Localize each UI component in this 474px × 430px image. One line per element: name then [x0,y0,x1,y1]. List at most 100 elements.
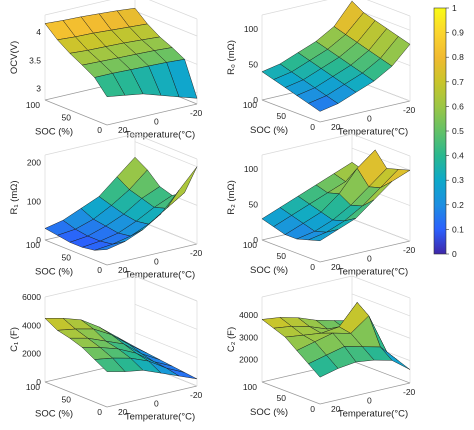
axis-line [351,360,411,384]
y-tick-label: 20 [331,404,341,414]
x-tick-label: 0 [97,125,102,135]
box-edge [44,275,136,298]
x-tick-label: 50 [277,111,287,121]
surface-cell [94,73,126,97]
colorbar-tick-label: 0.9 [452,28,464,38]
y-tick-label: -20 [403,387,416,397]
colorbar-tick-label: 0.4 [452,151,464,161]
box-edge [44,133,136,156]
z-gridline [351,293,411,317]
box-edge [261,275,353,298]
z-axis-label: OCV(V) [9,41,20,74]
y-axis-label: Temperature(°C) [125,412,195,423]
z-tick-label: 0 [36,235,41,245]
surface-cell [94,357,126,372]
y-tick-label: 20 [118,265,128,275]
axis-line [106,243,198,266]
z-tick-label: 200 [27,158,41,168]
axis-line [261,99,321,123]
y-axis-label: Temperature(°C) [125,270,195,281]
colorbar-ticks: 0 0.1 0.2 0.3 0.4 0.5 0.6 0.7 0.8 0.9 1 [446,3,464,259]
x-tick-label: 50 [277,251,287,261]
z-tick-label: 3 [36,84,41,94]
axis-line [44,99,108,126]
y-axis-label: Temperature(°C) [338,409,408,420]
x-tick-label: 50 [62,395,72,405]
z-tick-label: 50 [249,200,259,210]
y-tick-label: 0 [154,117,159,127]
axis-line [319,382,411,405]
z-gridline [134,141,198,168]
colorbar-tick-label: 0.2 [452,200,464,210]
axis-line [319,100,411,123]
z-axis-label: R₂ (mΩ) [226,180,237,215]
y-tick-label: 0 [367,396,372,406]
x-axis-label: SOC (%) [35,127,73,138]
surface-panel-1: 3 3.5 4 100 50 0 20 0 -20 SOC (%) Temperature(°C) O… [9,0,203,141]
y-tick-label: -20 [190,108,203,118]
colorbar: 0 0.1 0.2 0.3 0.4 0.5 0.6 0.7 0.8 0.9 1 [433,3,464,259]
surface-panel-5: 0 2000 4000 6000 100 50 0 20 0 -20 SOC (%) Temperat… [9,275,203,423]
z-tick-label: 4000 [239,310,258,320]
z-gridline [134,10,198,37]
z-tick-label: 2000 [239,355,258,365]
y-axis-label: Temperature(°C) [125,130,195,141]
colorbar-tick-label: 0.1 [452,224,464,234]
x-tick-label: 0 [310,404,315,414]
colorbar-tick-label: 0 [452,249,457,259]
x-axis-label: SOC (%) [35,267,73,278]
y-tick-label: 0 [154,257,159,267]
box-edge [148,0,198,20]
y-tick-label: 0 [367,114,372,124]
z-axis-label: C₂ (F) [226,327,237,352]
z-axis-label: R₀ (mΩ) [226,40,237,75]
z-tick-label: 0 [253,95,258,105]
box-edge [261,133,353,156]
z-tick-label: 4000 [22,320,41,330]
x-axis-label: SOC (%) [35,409,73,420]
y-tick-label: -20 [403,245,416,255]
z-tick-label: 3.5 [29,55,41,65]
box-edge [366,0,411,17]
z-gridline [351,218,411,242]
x-tick-label: 100 [26,240,40,250]
colorbar-gradient [433,7,447,255]
x-tick-label: 0 [97,265,102,275]
x-tick-label: 0 [97,407,102,417]
axis-line [261,239,321,263]
x-tick-label: 50 [277,393,287,403]
axis-line [44,381,108,408]
axis-line [106,103,198,126]
axis-line [319,240,411,263]
colorbar-tick-label: 1 [452,3,457,13]
x-tick-label: 100 [26,382,40,392]
colorbar-tick-label: 0.3 [452,175,464,185]
surface-panel-4: 0 50 100 100 50 0 20 0 -20 SOC (%) Temperature(°C)… [226,133,416,278]
z-tick-label: 100 [244,24,258,34]
surface-cell [308,229,339,242]
y-tick-label: 20 [118,407,128,417]
x-tick-label: 50 [62,113,72,123]
z-tick-label: 50 [249,60,259,70]
surface-cell [308,95,339,112]
colorbar-tick-label: 0.8 [452,52,464,62]
z-tick-label: 3000 [239,332,258,342]
z-gridline [134,332,198,358]
x-tick-label: 100 [26,100,40,110]
x-axis-label: SOC (%) [250,125,288,136]
x-axis-label: SOC (%) [250,407,288,418]
box-edge [261,0,328,16]
y-tick-label: 20 [118,125,128,135]
surface-panel-2: 0 50 100 100 50 0 20 0 -20 SOC (%) Temperature(°C)… [226,0,416,138]
z-tick-label: 2000 [22,349,41,359]
axis-line [44,239,108,266]
y-axis-label: Temperature(°C) [338,127,408,138]
z-tick-label: 4 [36,27,41,37]
z-tick-label: 6000 [22,292,41,302]
z-tick-label: 0 [253,235,258,245]
x-tick-label: 50 [62,253,72,263]
box-edge [351,275,411,299]
